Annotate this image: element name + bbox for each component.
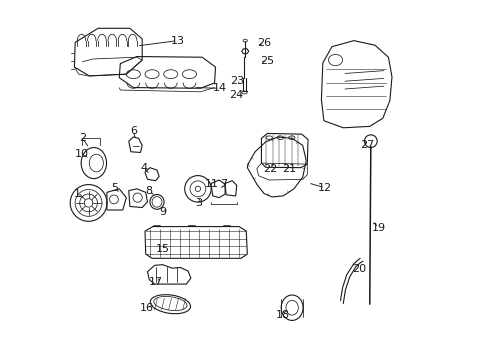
Text: 24: 24 — [229, 90, 244, 100]
Text: 27: 27 — [360, 140, 374, 150]
Text: 17: 17 — [149, 277, 163, 287]
Text: 16: 16 — [139, 303, 153, 313]
Text: 6: 6 — [130, 126, 137, 136]
Text: 2: 2 — [79, 133, 85, 143]
Text: 21: 21 — [282, 164, 296, 174]
Text: 11: 11 — [204, 179, 218, 189]
Text: 25: 25 — [260, 56, 274, 66]
Text: 9: 9 — [159, 207, 166, 217]
Text: 13: 13 — [170, 36, 184, 46]
Text: 3: 3 — [195, 198, 202, 208]
Text: 18: 18 — [275, 310, 289, 320]
Text: 7: 7 — [220, 179, 227, 189]
Text: 4: 4 — [140, 163, 147, 173]
Text: 5: 5 — [111, 183, 118, 193]
Text: 15: 15 — [155, 244, 169, 254]
Text: 14: 14 — [212, 83, 226, 93]
Text: 12: 12 — [317, 183, 331, 193]
Text: 20: 20 — [351, 264, 366, 274]
Text: 19: 19 — [371, 222, 385, 233]
Text: 10: 10 — [75, 149, 89, 158]
Text: 22: 22 — [262, 164, 277, 174]
Text: 23: 23 — [229, 76, 244, 86]
Text: 26: 26 — [257, 38, 271, 48]
Text: 1: 1 — [74, 189, 81, 199]
Text: 8: 8 — [145, 186, 152, 196]
